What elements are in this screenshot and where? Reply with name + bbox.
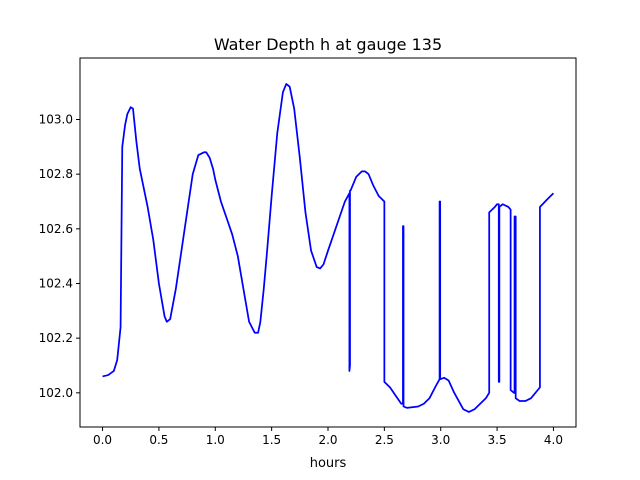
x-tick-label: 4.0 xyxy=(544,433,563,447)
y-tick-label: 103.0 xyxy=(39,113,73,127)
chart-title: Water Depth h at gauge 135 xyxy=(214,35,442,54)
y-tick-label: 102.2 xyxy=(39,331,73,345)
plot-area xyxy=(102,83,555,413)
y-tick-label: 102.4 xyxy=(39,277,73,291)
x-tick-label: 3.0 xyxy=(431,433,450,447)
y-tick-label: 102.0 xyxy=(39,386,73,400)
x-tick-label: 0.0 xyxy=(93,433,112,447)
x-tick-label: 2.5 xyxy=(375,433,394,447)
y-axis-ticks: 102.0 102.2 102.4 102.6 102.8 103.0 xyxy=(39,113,80,400)
x-tick-label: 0.5 xyxy=(149,433,168,447)
x-axis-ticks: 0.0 0.5 1.0 1.5 2.0 2.5 3.0 3.5 4.0 xyxy=(93,427,563,447)
x-axis-label: hours xyxy=(310,456,347,471)
x-tick-label: 2.0 xyxy=(318,433,337,447)
x-tick-label: 1.0 xyxy=(206,433,225,447)
x-tick-label: 3.5 xyxy=(488,433,507,447)
y-tick-label: 102.8 xyxy=(39,167,73,181)
y-tick-label: 102.6 xyxy=(39,222,73,236)
x-tick-label: 1.5 xyxy=(262,433,281,447)
series-line xyxy=(102,83,555,413)
